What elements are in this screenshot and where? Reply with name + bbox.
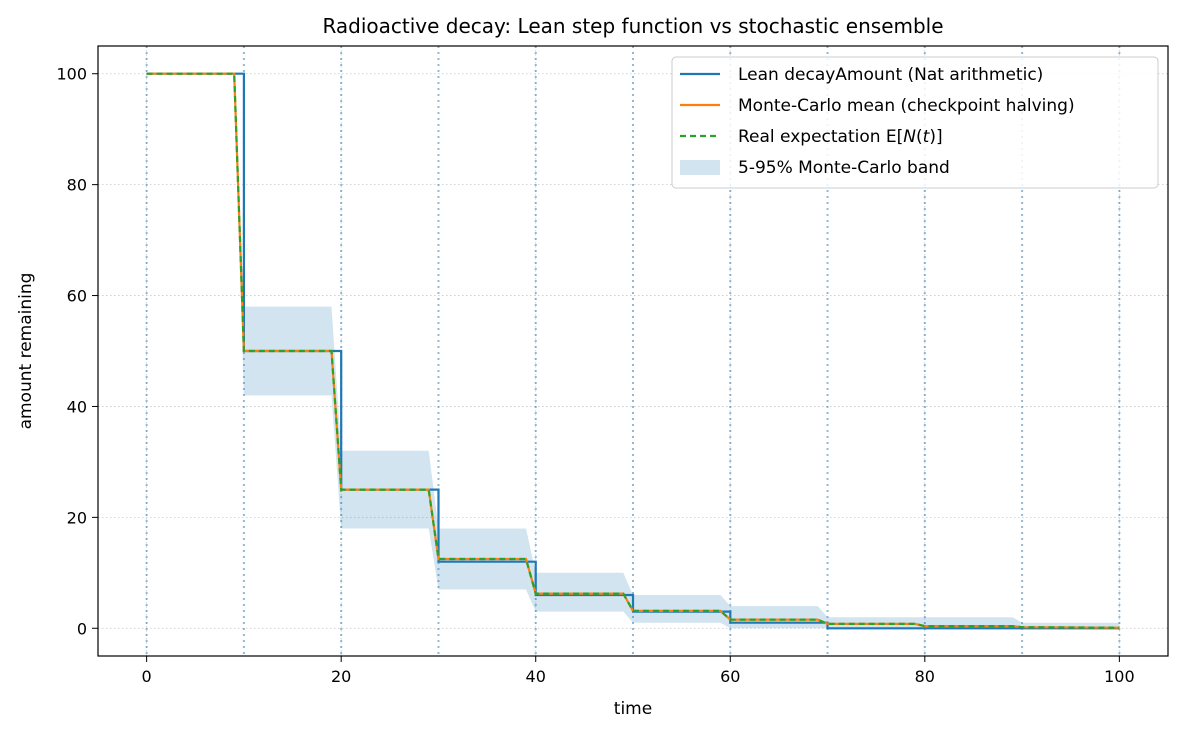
y-tick-label: 40	[67, 397, 87, 416]
y-tick-label: 0	[77, 619, 87, 638]
legend-entry: Real expectation E[N(t)]	[680, 127, 943, 147]
legend-entry: Lean decayAmount (Nat arithmetic)	[680, 65, 1043, 85]
x-tick-label: 40	[526, 667, 546, 686]
x-tick-label: 60	[720, 667, 740, 686]
legend-swatch	[680, 160, 720, 175]
legend-label: Monte-Carlo mean (checkpoint halving)	[738, 96, 1075, 116]
y-tick-label: 20	[67, 508, 87, 527]
x-tick-label: 100	[1104, 667, 1135, 686]
series-line-2	[146, 72, 1120, 629]
x-axis-label: time	[614, 699, 652, 719]
x-tick-label: 0	[142, 667, 152, 686]
plot-area: 0 20 40 60 80 100 0 20 40 60 80 100 Lean decayAmount…	[56, 45, 1169, 686]
legend-entry: 5-95% Monte-Carlo band	[680, 158, 950, 178]
y-tick-label: 60	[67, 287, 87, 306]
legend-label: Real expectation E[N(t)]	[738, 127, 943, 147]
chart-title: Radioactive decay: Lean step function vs…	[322, 14, 943, 38]
legend-label: 5-95% Monte-Carlo band	[738, 158, 950, 178]
y-tick-label: 80	[67, 176, 87, 195]
legend-label: Lean decayAmount (Nat arithmetic)	[738, 65, 1043, 85]
x-tick-label: 80	[915, 667, 935, 686]
x-tick-label: 20	[331, 667, 351, 686]
y-axis-label: amount remaining	[16, 273, 36, 430]
y-tick-label: 100	[56, 65, 87, 84]
legend-entry: Monte-Carlo mean (checkpoint halving)	[680, 96, 1075, 116]
axes-frame	[97, 45, 1169, 657]
legend: Lean decayAmount (Nat arithmetic) Monte-C…	[671, 56, 1159, 189]
legend-box	[671, 56, 1159, 189]
